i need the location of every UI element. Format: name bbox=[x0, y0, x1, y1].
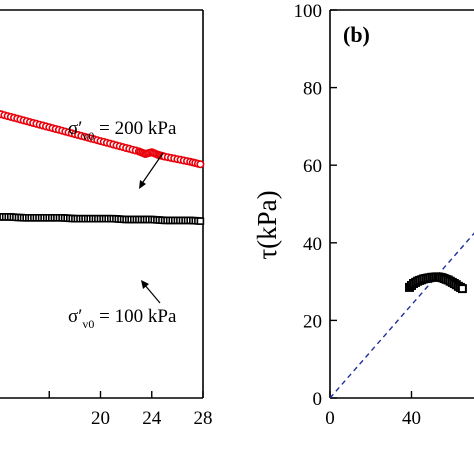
panel-a-100kpa-point bbox=[196, 217, 205, 225]
panel-b-y-tick-label: 60 bbox=[303, 156, 322, 177]
annotation-100kpa-sub: v0 bbox=[82, 317, 94, 331]
panel-b-reference-line bbox=[329, 232, 474, 399]
panel-b: 0 20 40 60 80 100 0 40 (b) τ(kPa) bbox=[252, 1, 474, 429]
annotation-100kpa-value: = 100 kPa bbox=[94, 306, 177, 327]
annotation-arrow-100kpa bbox=[143, 283, 161, 304]
panel-a-x-tick-label: 20 bbox=[91, 408, 110, 429]
annotation-100kpa-symbol: σ′ bbox=[68, 306, 82, 327]
panel-a-200kpa-point bbox=[196, 160, 205, 169]
annotation-200kpa-value: = 200 kPa bbox=[94, 118, 177, 139]
panel-b-y-tick-label: 100 bbox=[294, 1, 323, 22]
panel-b-series bbox=[405, 272, 467, 294]
panel-b-ticks: 0 20 40 60 80 100 0 40 bbox=[294, 1, 422, 429]
annotation-200kpa-sub: v0 bbox=[82, 129, 94, 143]
panel-a: 20 24 28 σ′v0 = 200 kPa σ′v0 = 100 kPa bbox=[0, 9, 213, 429]
panel-a-ticks: 20 24 28 bbox=[48, 391, 213, 429]
annotation-arrow-200kpa bbox=[140, 152, 164, 186]
annotation-arrowhead-200kpa bbox=[139, 180, 146, 189]
panel-b-dashed-line bbox=[329, 232, 474, 399]
annotation-arrowhead-100kpa bbox=[141, 280, 149, 289]
panel-b-y-tick-label: 40 bbox=[303, 234, 322, 255]
panel-b-label: (b) bbox=[343, 22, 370, 47]
panel-b-y-tick-label: 0 bbox=[313, 389, 323, 410]
panel-b-y-tick-label: 80 bbox=[303, 79, 322, 100]
panel-a-x-tick-label: 24 bbox=[142, 408, 162, 429]
annotation-100kpa: σ′v0 = 100 kPa bbox=[68, 306, 177, 331]
panel-b-x-tick-label: 40 bbox=[402, 408, 421, 429]
panel-a-x-tick-label: 28 bbox=[194, 408, 213, 429]
panel-b-y-tick-label: 20 bbox=[303, 311, 322, 332]
panel-a-series-200kpa bbox=[0, 110, 205, 169]
panel-b-point bbox=[457, 284, 467, 294]
panel-b-y-axis-label: τ(kPa) bbox=[252, 190, 282, 259]
annotation-200kpa-symbol: σ′ bbox=[68, 118, 82, 139]
panel-a-series-100kpa bbox=[0, 213, 205, 225]
panel-b-x-tick-label: 0 bbox=[325, 408, 335, 429]
annotation-200kpa: σ′v0 = 200 kPa bbox=[68, 118, 177, 143]
